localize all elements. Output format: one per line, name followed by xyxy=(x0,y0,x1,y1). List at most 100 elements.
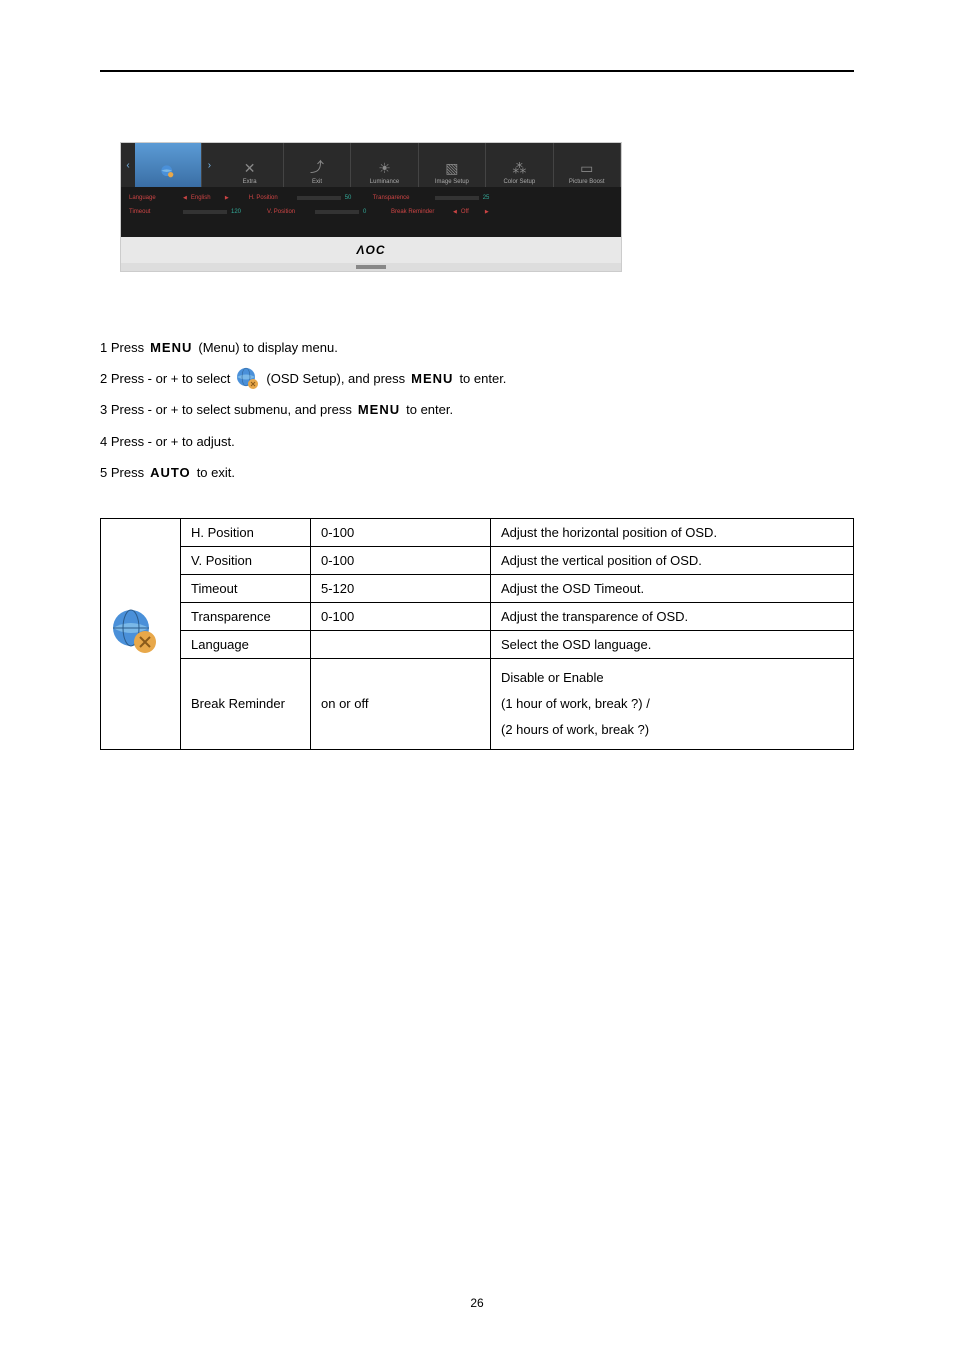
tab-label: Exit xyxy=(312,179,322,185)
settings-table: H. Position 0-100 Adjust the horizontal … xyxy=(100,518,854,750)
text: 1 Press xyxy=(100,332,144,363)
setting-desc: Select the OSD language. xyxy=(491,630,854,658)
osd-tab-extra: ✕ Extra xyxy=(216,143,283,187)
setting-name: Transparence xyxy=(181,602,311,630)
tab-label: Extra xyxy=(243,179,257,185)
menu-keyword: MENU xyxy=(411,363,453,394)
osd-language-label: Language xyxy=(129,195,179,201)
osd-screenshot: ‹ › ✕ Extra ⤴ Exit ☀ Luminance ▧ Image Setup… xyxy=(120,142,622,272)
osd-right-arrow-icon: › xyxy=(202,143,216,187)
text: to exit. xyxy=(197,457,235,488)
osd-tab-imagesetup: ▧ Image Setup xyxy=(419,143,486,187)
setting-name: H. Position xyxy=(181,518,311,546)
osd-transp-value: 25 xyxy=(483,195,497,201)
page-number: 26 xyxy=(0,1296,954,1310)
osd-transp-bar xyxy=(435,196,479,200)
luminance-icon: ☀ xyxy=(378,160,391,177)
setting-range: 0-100 xyxy=(311,602,491,630)
osd-left-arrow-icon: ‹ xyxy=(121,143,135,187)
table-row: V. Position 0-100 Adjust the vertical po… xyxy=(101,546,854,574)
osd-timeout-label: Timeout xyxy=(129,209,179,215)
osd-tab-pictureboost: ▭ Picture Boost xyxy=(554,143,621,187)
table-icon-cell xyxy=(101,518,181,749)
osd-tab-colorsetup: ⁂ Color Setup xyxy=(486,143,553,187)
text: (OSD Setup), and press xyxy=(266,363,405,394)
extra-icon: ✕ xyxy=(244,160,256,177)
setting-desc: Adjust the transparence of OSD. xyxy=(491,602,854,630)
instruction-1: 1 Press MENU (Menu) to display menu. xyxy=(100,332,854,363)
right-caret-icon: ▶ xyxy=(485,209,489,215)
osd-row-2: Timeout 120 V. Position 0 Break Reminder… xyxy=(129,205,613,219)
text: 3 Press - or + to select submenu, and pr… xyxy=(100,394,352,425)
osd-breakrem-value: Off xyxy=(461,209,481,215)
osd-vpos-label: V. Position xyxy=(267,209,311,215)
table-row: Transparence 0-100 Adjust the transparen… xyxy=(101,602,854,630)
instruction-5: 5 Press AUTO to exit. xyxy=(100,457,854,488)
text: 2 Press - or + to select xyxy=(100,363,230,394)
osd-language-value: English xyxy=(191,195,221,201)
osd-hpos-bar xyxy=(297,196,341,200)
setting-range: 0-100 xyxy=(311,546,491,574)
setting-name: Timeout xyxy=(181,574,311,602)
desc-line: (2 hours of work, break ?) xyxy=(501,717,843,743)
osd-tab-exit: ⤴ Exit xyxy=(284,143,351,187)
osd-timeout-value: 120 xyxy=(231,209,245,215)
osd-scrollbar xyxy=(121,263,621,271)
text: to enter. xyxy=(459,363,506,394)
osd-body: Language ◀ English ▶ H. Position 50 Tran… xyxy=(121,187,621,237)
image-setup-icon: ▧ xyxy=(445,160,458,177)
setting-desc: Disable or Enable (1 hour of work, break… xyxy=(491,658,854,749)
osd-logo: ΛOC xyxy=(121,237,621,263)
osd-hpos-label: H. Position xyxy=(249,195,293,201)
setting-desc: Adjust the vertical position of OSD. xyxy=(491,546,854,574)
picture-boost-icon: ▭ xyxy=(580,160,593,177)
osd-hpos-value: 50 xyxy=(345,195,359,201)
instruction-3: 3 Press - or + to select submenu, and pr… xyxy=(100,394,854,425)
osd-scroll-thumb xyxy=(356,265,386,269)
auto-keyword: AUTO xyxy=(150,457,191,488)
menu-keyword: MENU xyxy=(150,332,192,363)
globe-icon xyxy=(160,164,176,183)
right-caret-icon: ▶ xyxy=(225,195,229,201)
osd-tab-bar: ‹ › ✕ Extra ⤴ Exit ☀ Luminance ▧ Image Setup… xyxy=(121,143,621,187)
top-rule xyxy=(100,70,854,72)
osd-vpos-value: 0 xyxy=(363,209,377,215)
tab-label: Luminance xyxy=(370,179,399,185)
osd-row-1: Language ◀ English ▶ H. Position 50 Tran… xyxy=(129,191,613,205)
osd-vpos-bar xyxy=(315,210,359,214)
text: 5 Press xyxy=(100,457,144,488)
table-row: H. Position 0-100 Adjust the horizontal … xyxy=(101,518,854,546)
text: 4 Press - or + to adjust. xyxy=(100,426,235,457)
osd-tab-luminance: ☀ Luminance xyxy=(351,143,418,187)
globe-icon xyxy=(111,608,159,656)
instruction-4: 4 Press - or + to adjust. xyxy=(100,426,854,457)
setting-name: Break Reminder xyxy=(181,658,311,749)
tab-label: Picture Boost xyxy=(569,179,605,185)
setting-desc: Adjust the OSD Timeout. xyxy=(491,574,854,602)
table-row: Break Reminder on or off Disable or Enab… xyxy=(101,658,854,749)
menu-keyword: MENU xyxy=(358,394,400,425)
left-caret-icon: ◀ xyxy=(183,195,187,201)
left-caret-icon: ◀ xyxy=(453,209,457,215)
table-row: Timeout 5-120 Adjust the OSD Timeout. xyxy=(101,574,854,602)
setting-name: Language xyxy=(181,630,311,658)
setting-range: 5-120 xyxy=(311,574,491,602)
osd-tab-osdsetup xyxy=(135,143,202,187)
setting-range: on or off xyxy=(311,658,491,749)
osd-breakrem-label: Break Reminder xyxy=(391,209,449,215)
setting-range: 0-100 xyxy=(311,518,491,546)
osd-transp-label: Transparence xyxy=(373,195,431,201)
text: (Menu) to display menu. xyxy=(198,332,337,363)
setting-range xyxy=(311,630,491,658)
exit-icon: ⤴ xyxy=(310,157,324,177)
text: to enter. xyxy=(406,394,453,425)
desc-line: Disable or Enable xyxy=(501,665,843,691)
globe-icon xyxy=(236,367,260,391)
color-setup-icon: ⁂ xyxy=(512,160,526,177)
tab-label: Image Setup xyxy=(435,179,469,185)
tab-label: Color Setup xyxy=(503,179,535,185)
osd-timeout-bar xyxy=(183,210,227,214)
setting-name: V. Position xyxy=(181,546,311,574)
setting-desc: Adjust the horizontal position of OSD. xyxy=(491,518,854,546)
desc-line: (1 hour of work, break ?) / xyxy=(501,691,843,717)
